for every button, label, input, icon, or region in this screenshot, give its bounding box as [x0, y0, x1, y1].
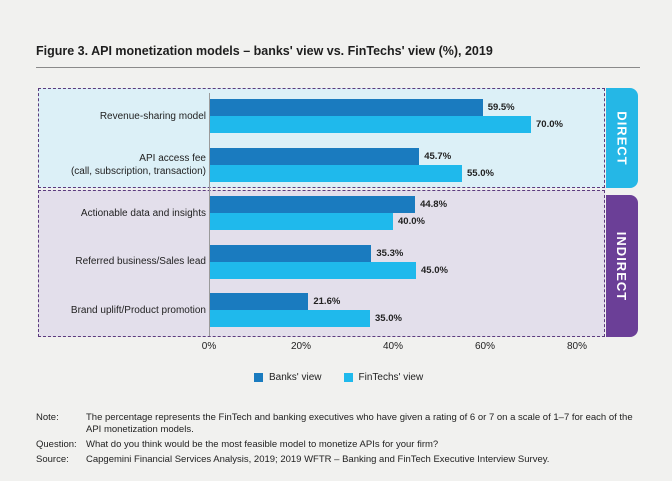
x-tick-label: 60%: [474, 341, 496, 352]
category-label-brand-uplift-product-promotion: Brand uplift/Product promotion: [70, 304, 206, 316]
fintech-bar-brand-uplift-product-promotion: [209, 310, 370, 327]
fintech-value-label-revenue-sharing-model: 70.0%: [536, 119, 563, 130]
fintech-bar-revenue-sharing-model: [209, 116, 531, 133]
fintech-bar-actionable-data-and-insights: [209, 213, 393, 230]
question-text: What do you think would be the most feas…: [86, 439, 439, 450]
bank-bar-revenue-sharing-model: [209, 99, 483, 116]
x-tick-label: 40%: [382, 341, 404, 352]
source-text: Capgemini Financial Services Analysis, 2…: [86, 454, 550, 465]
category-label-actionable-data-and-insights: Actionable data and insights: [80, 207, 206, 219]
legend-item-fintechs: FinTechs' view: [343, 372, 424, 383]
category-label-referred-business-sales-lead: Referred business/Sales lead: [75, 256, 206, 267]
note-key: Note:: [36, 412, 59, 423]
category-label-revenue-sharing-model: Revenue-sharing model: [99, 110, 206, 122]
category-label-api-access-fee: API access fee (call, subscription, tran…: [70, 152, 206, 177]
fintech-value-label-api-access-fee: 55.0%: [467, 167, 494, 179]
note-row: Note: The percentage represents the FinT…: [36, 412, 646, 436]
bank-value-label-brand-uplift-product-promotion: 21.6%: [313, 296, 341, 307]
y-axis-line: [209, 93, 210, 336]
fintech-bar-api-access-fee: [209, 164, 462, 182]
legend-swatch-fintechs: [343, 373, 353, 382]
footnotes: Note: The percentage represents the FinT…: [36, 412, 646, 469]
x-tick-label: 0%: [201, 341, 217, 352]
bank-value-label-actionable-data-and-insights: 44.8%: [420, 199, 448, 210]
indirect-group-tab: INDIRECT: [606, 195, 638, 337]
fintech-bar-referred-business-sales-lead: [209, 261, 416, 279]
bank-value-label-revenue-sharing-model: 59.5%: [487, 102, 515, 113]
fintech-value-label-brand-uplift-product-promotion: 35.0%: [375, 313, 402, 324]
bank-bar-brand-uplift-product-promotion: [209, 293, 309, 310]
bank-bar-api-access-fee: [209, 147, 420, 165]
source-key: Source:: [36, 454, 69, 465]
note-text: The percentage represents the FinTech an…: [86, 412, 633, 435]
bank-bar-referred-business-sales-lead: [209, 244, 372, 262]
bank-value-label-referred-business-sales-lead: 35.3%: [376, 247, 404, 259]
legend: Banks' view FinTechs' view: [254, 372, 445, 383]
title-divider: [36, 67, 640, 68]
source-row: Source: Capgemini Financial Services Ana…: [36, 454, 646, 466]
fintech-value-label-referred-business-sales-lead: 45.0%: [421, 264, 448, 276]
direct-group-tab: DIRECT: [606, 88, 638, 188]
x-tick-label: 20%: [290, 341, 312, 352]
indirect-group-label: INDIRECT: [614, 231, 630, 301]
direct-group-label: DIRECT: [614, 110, 630, 166]
legend-swatch-banks: [254, 373, 263, 382]
bank-bar-actionable-data-and-insights: [209, 196, 416, 213]
fintech-value-label-actionable-data-and-insights: 40.0%: [398, 216, 425, 227]
chart-title: Figure 3. API monetization models – bank…: [36, 44, 493, 58]
legend-item-banks: Banks' view: [254, 372, 322, 383]
bank-value-label-api-access-fee: 45.7%: [424, 150, 452, 162]
question-row: Question: What do you think would be the…: [36, 439, 646, 451]
legend-label-fintechs: FinTechs' view: [358, 372, 424, 383]
question-key: Question:: [36, 439, 77, 450]
legend-label-banks: Banks' view: [269, 372, 322, 383]
x-tick-label: 80%: [566, 341, 588, 352]
